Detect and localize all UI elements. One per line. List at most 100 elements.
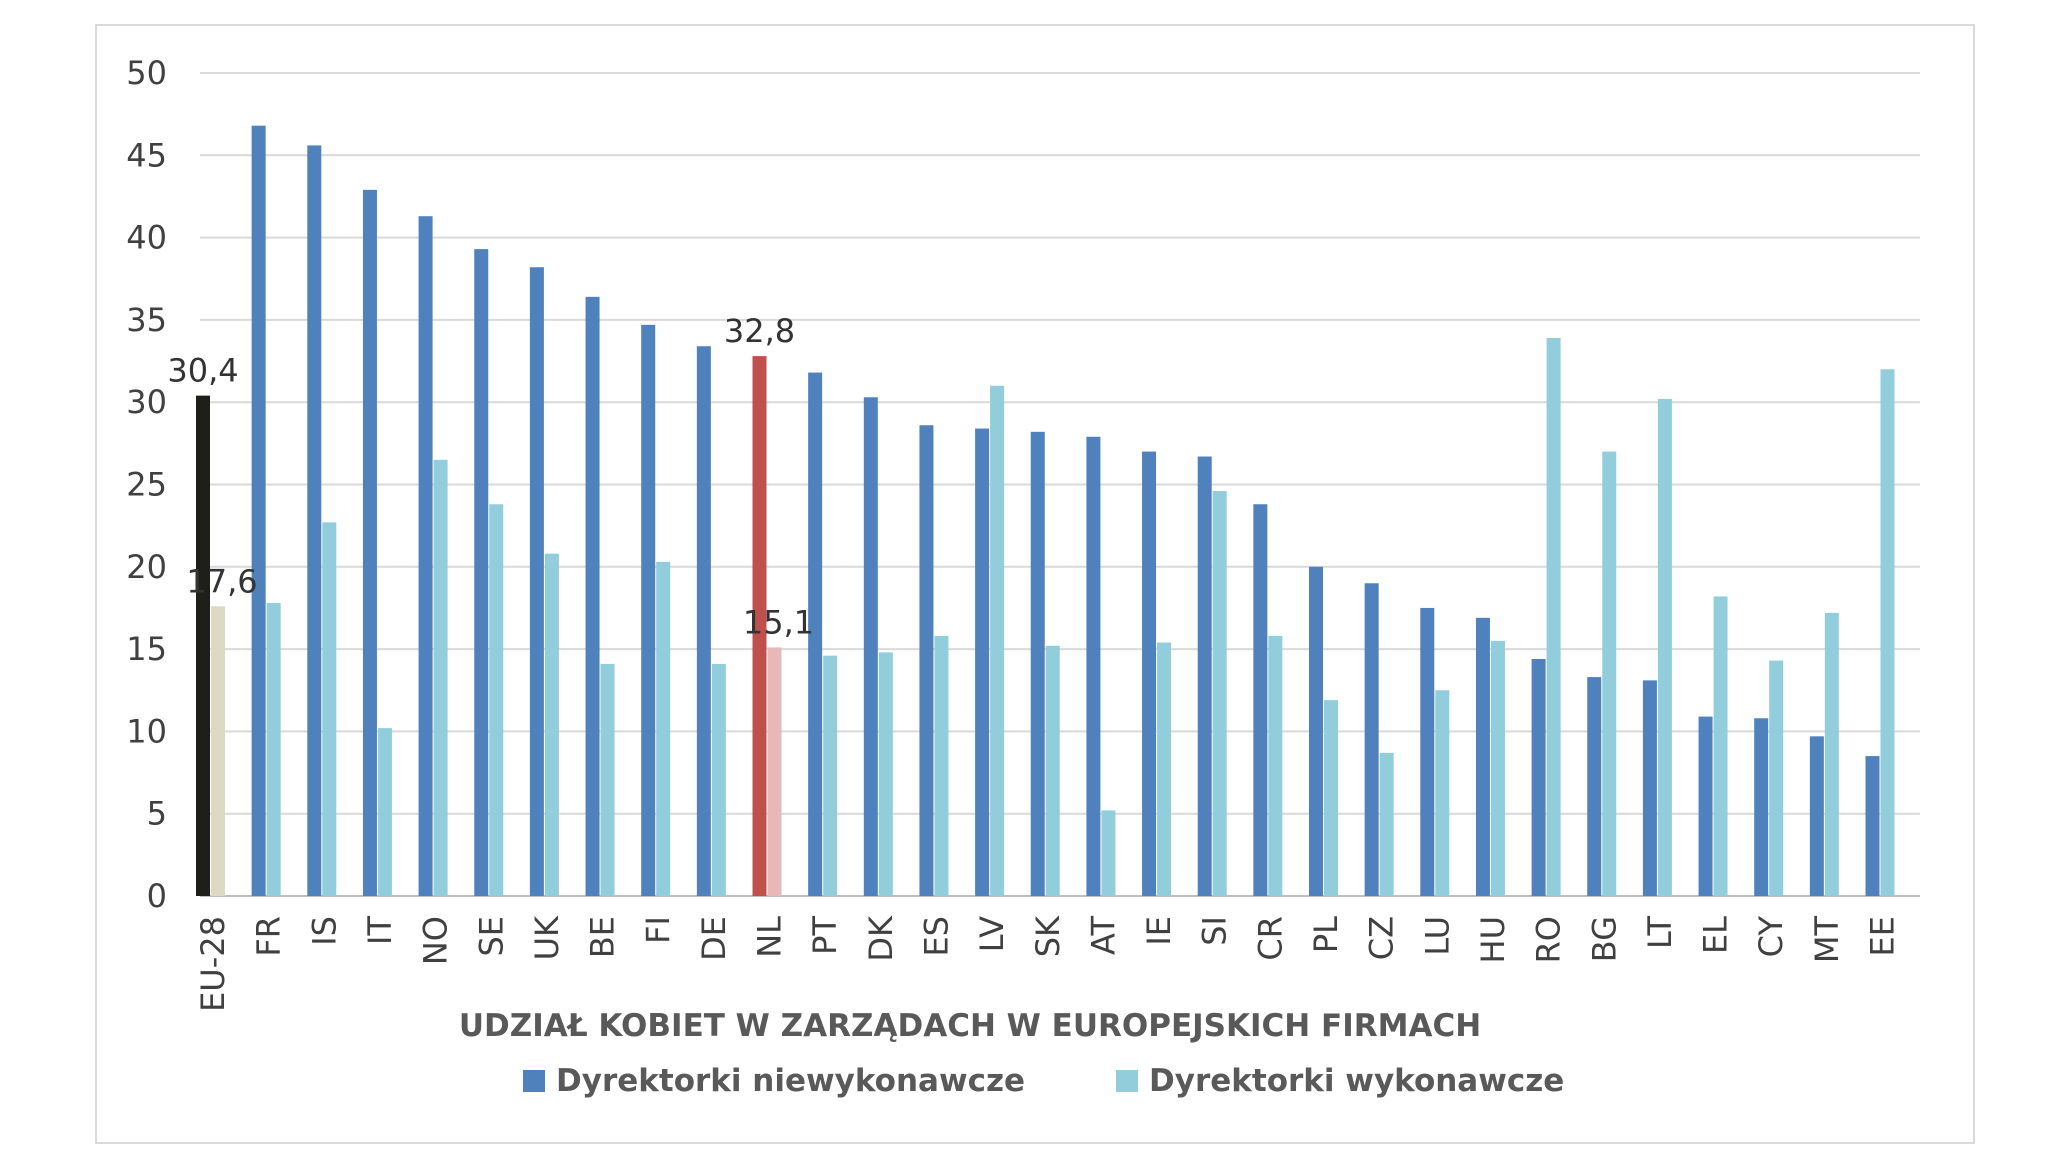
legend-swatch-executive xyxy=(1116,1070,1138,1092)
bar-fr-executive xyxy=(266,603,281,896)
bar-lu-non-executive xyxy=(1420,607,1435,896)
bar-fr-non-executive xyxy=(251,125,266,896)
bar-pt-non-executive xyxy=(808,372,823,896)
x-tick-label: NL xyxy=(751,916,789,958)
bar-ie-executive xyxy=(1157,642,1172,896)
y-tick-label: 25 xyxy=(126,466,167,504)
bar-lv-non-executive xyxy=(975,428,990,896)
legend-label-executive: Dyrektorki wykonawcze xyxy=(1149,1063,1564,1099)
bar-lt-non-executive xyxy=(1642,680,1657,896)
bar-be-executive xyxy=(600,663,615,896)
bar-nl-executive xyxy=(767,647,782,896)
x-tick-label: UK xyxy=(528,915,566,960)
y-axis-ticks: 0 5 10 15 20 25 30 35 40 45 50 xyxy=(126,54,167,915)
x-tick-label: PT xyxy=(806,916,844,955)
bar-cy-non-executive xyxy=(1754,718,1769,896)
x-tick-label: LT xyxy=(1641,916,1679,949)
bar-pl-non-executive xyxy=(1309,566,1323,896)
x-tick-label: DK xyxy=(862,915,900,962)
y-tick-label: 20 xyxy=(126,548,167,586)
bar-dk-executive xyxy=(878,652,893,896)
bar-ee-executive xyxy=(1880,369,1895,896)
x-tick-label: HU xyxy=(1474,916,1512,963)
x-tick-label: CY xyxy=(1752,916,1790,958)
x-tick-label: DE xyxy=(695,916,733,961)
y-tick-label: 5 xyxy=(147,795,167,833)
x-tick-label: EU-28 xyxy=(194,916,232,1012)
bar-eu-28-non-executive xyxy=(196,395,210,896)
bar-cz-executive xyxy=(1379,752,1394,896)
bar-ee-non-executive xyxy=(1865,756,1880,896)
bar-el-executive xyxy=(1713,596,1728,896)
bar-uk-executive xyxy=(544,553,559,896)
bar-no-executive xyxy=(433,459,448,896)
bar-es-non-executive xyxy=(919,425,934,896)
chart-title: UDZIAŁ KOBIET W ZARZĄDACH W EUROPEJSKICH… xyxy=(459,1008,1481,1044)
y-tick-label: 45 xyxy=(126,136,167,174)
bar-fi-non-executive xyxy=(641,324,656,896)
bar-lv-executive xyxy=(990,385,1005,896)
bar-se-executive xyxy=(489,504,504,896)
bar-is-non-executive xyxy=(307,145,322,896)
bar-es-executive xyxy=(934,635,949,896)
x-tick-label: PL xyxy=(1307,916,1345,953)
bar-mt-non-executive xyxy=(1809,736,1824,896)
data-label: 32,8 xyxy=(724,312,795,350)
bar-mt-executive xyxy=(1824,612,1839,896)
bar-ro-executive xyxy=(1546,338,1561,897)
bar-cr-non-executive xyxy=(1253,504,1268,896)
legend: Dyrektorki niewykonawcze Dyrektorki wyko… xyxy=(523,1063,1564,1099)
x-tick-label: IE xyxy=(1140,916,1178,946)
bar-sk-non-executive xyxy=(1030,431,1045,896)
x-tick-label: SI xyxy=(1196,916,1234,946)
x-tick-label: SE xyxy=(472,916,510,957)
y-tick-label: 35 xyxy=(126,301,167,339)
bar-bg-non-executive xyxy=(1587,677,1602,896)
x-tick-label: ES xyxy=(917,916,955,957)
x-tick-label: BE xyxy=(584,916,622,958)
data-label: 15,1 xyxy=(743,603,814,641)
x-tick-label: LV xyxy=(973,916,1011,952)
x-tick-label: BG xyxy=(1585,916,1623,962)
bar-de-executive xyxy=(711,663,726,896)
bar-cy-executive xyxy=(1769,660,1784,896)
bar-fi-executive xyxy=(656,561,671,896)
data-labels: 30,4 17,6 32,8 15,1 xyxy=(167,312,814,641)
x-tick-label: FI xyxy=(639,916,677,944)
bar-lt-executive xyxy=(1657,398,1672,896)
x-tick-label: EL xyxy=(1697,916,1735,954)
bar-hu-executive xyxy=(1490,640,1505,896)
x-tick-label: LU xyxy=(1418,916,1456,956)
x-tick-label: SK xyxy=(1029,915,1067,957)
bar-si-executive xyxy=(1212,491,1227,896)
bar-uk-non-executive xyxy=(529,267,544,896)
y-tick-label: 40 xyxy=(126,219,167,257)
y-tick-label: 15 xyxy=(126,630,167,668)
x-tick-label: AT xyxy=(1084,916,1122,955)
bars xyxy=(196,125,1895,897)
bar-el-non-executive xyxy=(1698,716,1713,896)
bar-at-executive xyxy=(1101,810,1116,896)
y-tick-label: 50 xyxy=(126,54,167,92)
legend-label-non-executive: Dyrektorki niewykonawcze xyxy=(556,1063,1025,1099)
bar-bg-executive xyxy=(1602,451,1617,896)
data-label: 17,6 xyxy=(186,562,257,600)
bar-be-non-executive xyxy=(585,296,600,897)
bar-se-non-executive xyxy=(474,249,489,896)
bar-de-non-executive xyxy=(696,346,711,897)
x-tick-label: EE xyxy=(1864,916,1902,956)
bar-it-executive xyxy=(377,728,392,896)
data-label: 30,4 xyxy=(167,352,238,390)
bar-at-non-executive xyxy=(1086,436,1101,896)
bar-it-non-executive xyxy=(362,189,377,897)
x-tick-label: NO xyxy=(417,916,455,965)
x-tick-label: IS xyxy=(305,916,343,946)
bar-eu-28-executive xyxy=(211,606,225,896)
x-tick-label: MT xyxy=(1808,916,1846,964)
bar-cz-non-executive xyxy=(1364,583,1379,896)
x-tick-label: RO xyxy=(1530,916,1568,963)
x-tick-label: IT xyxy=(361,916,399,945)
bar-is-executive xyxy=(322,522,337,896)
x-axis-ticks: EU-28 FR IS IT NO SE UK BE FI DE NL PT DK ES LV SK AT IE S… xyxy=(194,915,1902,1012)
